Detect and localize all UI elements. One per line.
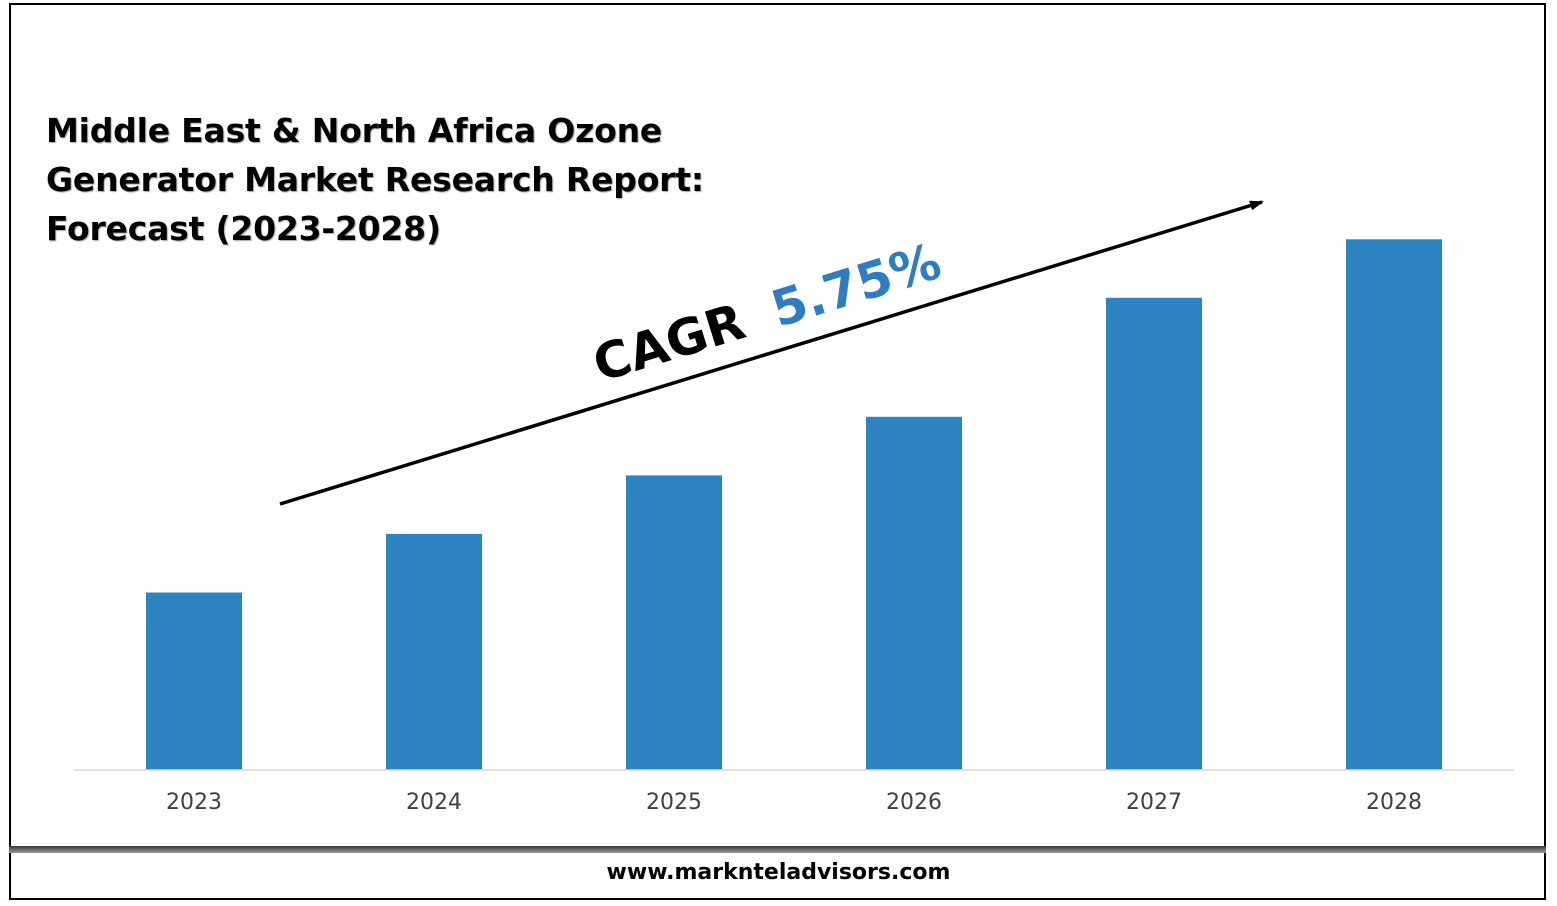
chart-frame bbox=[9, 3, 1546, 900]
title-line-2: Generator Market Research Report: bbox=[46, 160, 704, 199]
x-tick-labels: 2023 2024 2025 2026 2027 2028 bbox=[166, 790, 1422, 815]
x-tick-label-2028: 2028 bbox=[1366, 790, 1422, 815]
bar-2025 bbox=[626, 475, 722, 770]
bar-2028 bbox=[1346, 239, 1442, 771]
cagr-label: CAGR bbox=[586, 292, 751, 393]
x-tick-label-2027: 2027 bbox=[1126, 790, 1182, 815]
bar-2027 bbox=[1106, 297, 1202, 770]
cagr-value: 5.75% bbox=[765, 232, 948, 338]
cagr-annotation: CAGR 5.75% bbox=[586, 232, 947, 393]
x-tick-label-2024: 2024 bbox=[406, 790, 462, 815]
trend-arrow bbox=[279, 200, 1264, 506]
title-line-1: Middle East & North Africa Ozone bbox=[46, 111, 663, 150]
bar-2024 bbox=[386, 533, 482, 770]
footer-divider bbox=[9, 846, 1546, 853]
x-tick-label-2025: 2025 bbox=[646, 790, 702, 815]
bar-2026 bbox=[866, 416, 962, 770]
footer-website: www.marknteladvisors.com bbox=[606, 860, 951, 885]
bar-2023 bbox=[146, 592, 242, 770]
title-line-3: Forecast (2023-2028) bbox=[46, 209, 441, 248]
x-tick-label-2026: 2026 bbox=[886, 790, 942, 815]
chart-title: Middle East & North Africa Ozone Generat… bbox=[46, 106, 704, 253]
x-tick-label-2023: 2023 bbox=[166, 790, 222, 815]
bars-group bbox=[146, 239, 1442, 771]
